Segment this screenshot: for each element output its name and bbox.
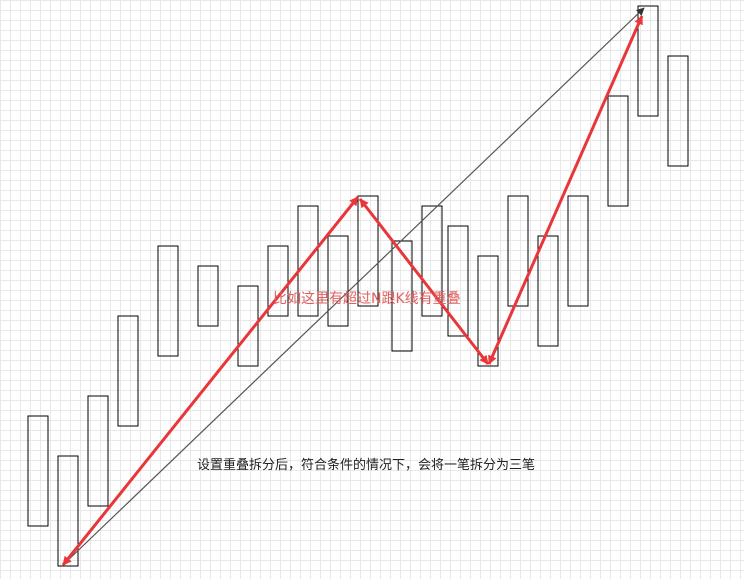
kline-bar	[667, 55, 689, 167]
up-stroke-arrow-2	[487, 15, 644, 365]
split-setting-annotation: 设置重叠拆分后，符合条件的情况下，会将一笔拆分为三笔	[197, 458, 536, 473]
kline-bar	[27, 415, 49, 527]
kline-bar	[567, 195, 589, 307]
kline-bar	[327, 235, 349, 327]
down-stroke-arrow	[358, 198, 490, 365]
kline-bar	[607, 95, 629, 207]
kline-bar	[447, 225, 469, 337]
kline-bar	[637, 5, 659, 117]
kline-bar	[117, 315, 139, 427]
up-stroke-arrow-1	[61, 196, 360, 566]
kline-bar	[87, 395, 109, 507]
kline-group	[27, 5, 689, 567]
kline-bar	[507, 195, 529, 307]
kline-bar	[197, 265, 219, 327]
overlap-annotation: 比如这里有超过N跟K线有重叠	[273, 291, 461, 307]
kline-bar	[157, 245, 179, 357]
original-stroke-line	[63, 7, 645, 565]
split-stroke-arrows	[61, 15, 644, 566]
kline-bar	[537, 235, 559, 347]
